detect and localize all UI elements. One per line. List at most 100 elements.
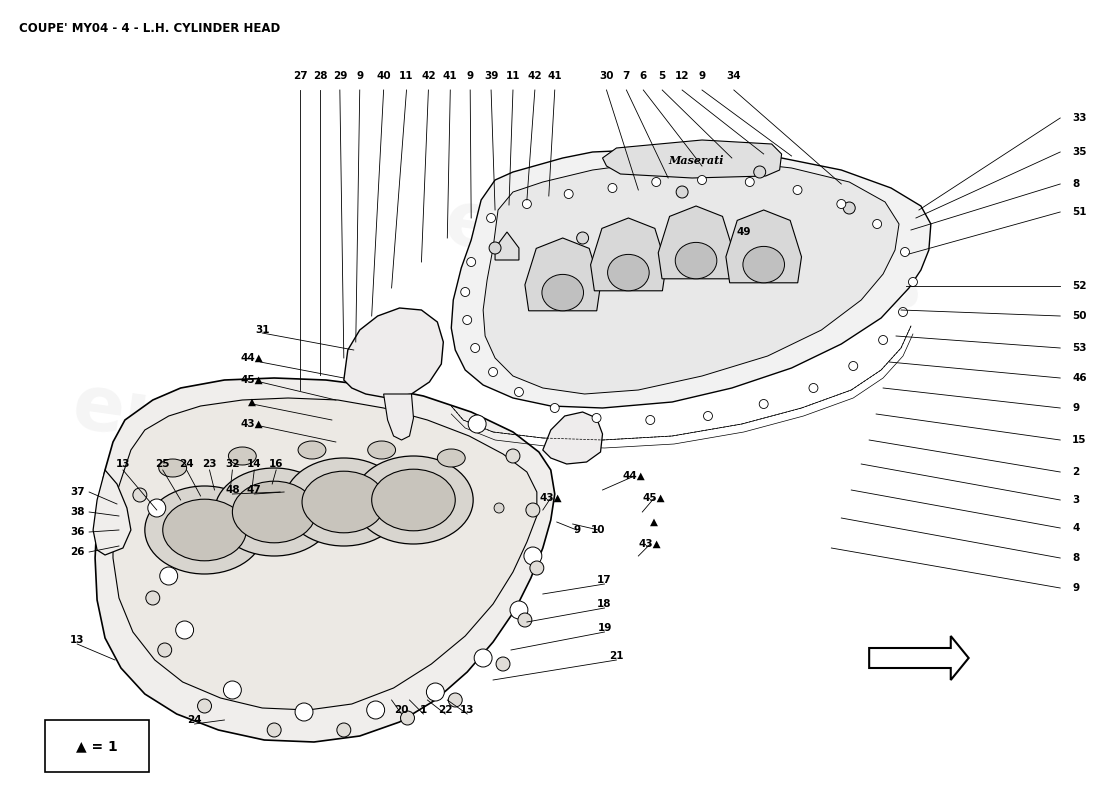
Text: 45▲: 45▲ <box>642 493 666 503</box>
Text: 46: 46 <box>1072 373 1087 383</box>
Circle shape <box>466 258 475 266</box>
Ellipse shape <box>675 242 717 279</box>
Circle shape <box>510 601 528 619</box>
Circle shape <box>486 214 496 222</box>
Circle shape <box>506 449 520 463</box>
Text: 51: 51 <box>1072 207 1087 217</box>
Polygon shape <box>344 308 443 398</box>
Text: 9: 9 <box>573 525 580 535</box>
Circle shape <box>267 723 282 737</box>
Text: 6: 6 <box>640 71 647 81</box>
Text: 35: 35 <box>1072 147 1087 157</box>
Circle shape <box>496 657 510 671</box>
Ellipse shape <box>145 486 264 574</box>
Circle shape <box>646 415 654 425</box>
Text: 26: 26 <box>70 547 85 557</box>
Text: 15: 15 <box>1072 435 1087 445</box>
Circle shape <box>879 335 888 345</box>
Ellipse shape <box>372 469 455 531</box>
Text: 13: 13 <box>460 705 474 715</box>
Text: 8: 8 <box>1072 179 1079 189</box>
Circle shape <box>676 186 689 198</box>
Circle shape <box>592 414 601 422</box>
Circle shape <box>366 701 385 719</box>
Circle shape <box>515 387 524 397</box>
Circle shape <box>849 362 858 370</box>
Text: 21: 21 <box>609 651 624 661</box>
Text: 14: 14 <box>248 459 262 469</box>
Ellipse shape <box>214 468 334 556</box>
Text: 5: 5 <box>659 71 666 81</box>
Text: 9: 9 <box>1072 403 1079 413</box>
Text: ▲ = 1: ▲ = 1 <box>76 739 118 753</box>
Polygon shape <box>869 636 969 680</box>
Circle shape <box>808 383 818 393</box>
Text: 9: 9 <box>356 71 363 81</box>
Text: 44▲: 44▲ <box>623 471 646 481</box>
Polygon shape <box>542 412 603 464</box>
Circle shape <box>901 247 910 257</box>
Ellipse shape <box>163 499 246 561</box>
Ellipse shape <box>284 458 404 546</box>
Circle shape <box>427 491 437 501</box>
Circle shape <box>704 411 713 421</box>
Text: 41: 41 <box>443 71 458 81</box>
Text: 43▲: 43▲ <box>639 539 661 549</box>
Polygon shape <box>525 238 601 310</box>
Text: 25: 25 <box>155 459 170 469</box>
Text: 13: 13 <box>70 635 85 645</box>
Circle shape <box>146 591 160 605</box>
Text: 37: 37 <box>70 487 85 497</box>
Text: 40: 40 <box>376 71 390 81</box>
Polygon shape <box>113 398 537 710</box>
Text: 10: 10 <box>592 525 606 535</box>
Circle shape <box>333 485 343 495</box>
Text: 28: 28 <box>312 71 327 81</box>
Circle shape <box>427 683 444 701</box>
Polygon shape <box>658 206 734 278</box>
Circle shape <box>400 711 415 725</box>
Text: 22: 22 <box>438 705 452 715</box>
Text: 43▲: 43▲ <box>241 419 264 429</box>
Ellipse shape <box>542 274 583 310</box>
Ellipse shape <box>367 441 396 459</box>
Circle shape <box>490 242 500 254</box>
Polygon shape <box>726 210 802 282</box>
Text: 39: 39 <box>484 71 498 81</box>
Text: 23: 23 <box>202 459 217 469</box>
Text: eurospares: eurospares <box>440 186 928 326</box>
Circle shape <box>289 489 299 499</box>
Text: 30: 30 <box>600 71 614 81</box>
Text: 3: 3 <box>1072 495 1079 505</box>
Circle shape <box>526 503 540 517</box>
Text: ▲: ▲ <box>650 517 658 527</box>
Circle shape <box>550 403 559 413</box>
Text: 8: 8 <box>1072 553 1079 563</box>
Text: eurospares: eurospares <box>68 370 557 510</box>
Circle shape <box>147 499 166 517</box>
Text: 32: 32 <box>226 459 240 469</box>
Circle shape <box>522 199 531 209</box>
Text: 9: 9 <box>1072 583 1079 593</box>
Text: 1: 1 <box>420 705 427 715</box>
Circle shape <box>198 699 211 713</box>
Text: Maserati: Maserati <box>669 155 724 166</box>
Text: 34: 34 <box>726 71 741 81</box>
Ellipse shape <box>298 441 326 459</box>
Text: 33: 33 <box>1072 113 1087 123</box>
Circle shape <box>909 278 917 286</box>
Text: 45▲: 45▲ <box>241 375 264 385</box>
Polygon shape <box>483 160 899 394</box>
Text: COUPE' MY04 - 4 - L.H. CYLINDER HEAD: COUPE' MY04 - 4 - L.H. CYLINDER HEAD <box>20 22 281 35</box>
Circle shape <box>697 175 706 185</box>
Ellipse shape <box>229 447 256 465</box>
Text: 42: 42 <box>528 71 542 81</box>
FancyBboxPatch shape <box>45 720 148 772</box>
Polygon shape <box>384 394 414 440</box>
Circle shape <box>872 219 881 229</box>
Polygon shape <box>451 148 931 408</box>
Text: 44▲: 44▲ <box>241 353 264 363</box>
Text: 18: 18 <box>597 599 612 609</box>
Circle shape <box>837 199 846 209</box>
Circle shape <box>461 287 470 297</box>
